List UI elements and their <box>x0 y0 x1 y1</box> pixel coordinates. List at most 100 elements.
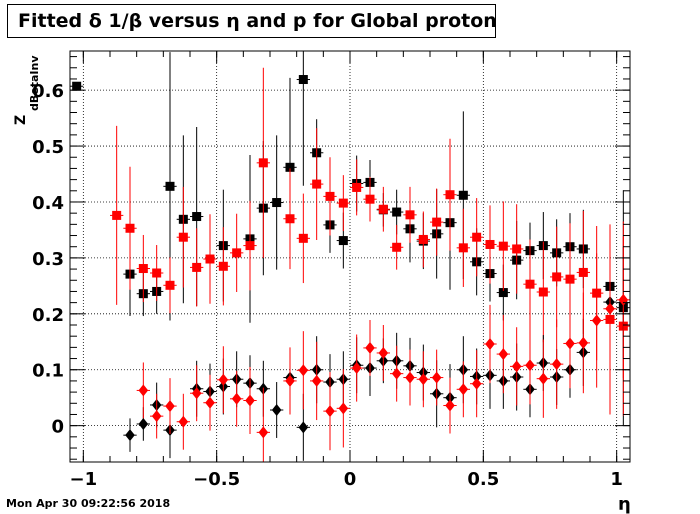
data-point-diamond <box>431 371 442 384</box>
data-point-diamond <box>458 383 469 396</box>
y-axis-subtitle: dBetaInv <box>28 55 41 111</box>
axes: −1 −0.5 0 0.5 1 0 0.1 0.2 0.3 0.4 0.5 0.6 <box>32 51 630 490</box>
data-point-square <box>112 210 122 220</box>
data-point-diamond <box>498 348 509 361</box>
y-tick-label: 0.6 <box>32 81 64 102</box>
data-point-diamond <box>245 394 255 407</box>
data-point-square <box>205 254 215 264</box>
data-point-diamond <box>551 358 562 371</box>
y-axis-title: Z <box>13 115 29 125</box>
x-tick-label: 0.5 <box>467 469 499 490</box>
data-point-square <box>538 287 548 297</box>
data-point-diamond <box>138 384 149 397</box>
data-point-square <box>392 207 402 217</box>
y-tick-label: 0.3 <box>32 249 64 270</box>
data-point-diamond <box>165 400 175 413</box>
data-point-square <box>498 241 508 251</box>
data-point-diamond <box>218 373 229 386</box>
plot-frame <box>69 50 631 463</box>
y-tick-label: 0.1 <box>32 361 64 382</box>
data-point-square <box>72 81 82 91</box>
data-point-diamond <box>405 371 415 384</box>
y-tick-label: 0.5 <box>32 137 64 158</box>
y-tick-label: 0 <box>51 417 64 438</box>
data-point-square <box>298 233 308 243</box>
data-point-square <box>485 239 495 249</box>
data-point-square <box>458 190 468 200</box>
data-point-diamond <box>538 372 549 385</box>
data-point-square <box>378 204 388 214</box>
data-point-square <box>552 272 562 282</box>
data-point-diamond <box>511 360 522 373</box>
grid-lines <box>70 51 630 462</box>
data-point-square <box>272 198 282 208</box>
data-point-square <box>338 198 348 208</box>
data-point-diamond <box>311 374 322 387</box>
data-point-diamond <box>378 346 389 359</box>
data-point-diamond <box>298 421 309 434</box>
data-point-square <box>245 241 255 251</box>
data-point-diamond <box>525 359 535 372</box>
data-point-diamond <box>365 341 375 354</box>
data-point-square <box>338 236 348 246</box>
data-point-square <box>178 232 188 242</box>
x-tick-label: −0.5 <box>193 469 240 490</box>
data-point-diamond <box>205 396 215 409</box>
data-point-diamond <box>325 405 335 418</box>
chart-title: Fitted δ 1/β versus η and p for Global p… <box>18 10 497 32</box>
data-point-square <box>232 248 242 258</box>
data-point-square <box>325 191 335 201</box>
data-point-diamond <box>271 403 282 416</box>
data-point-diamond <box>178 415 189 428</box>
data-point-diamond <box>391 367 402 380</box>
data-point-diamond <box>258 426 269 439</box>
data-point-diamond <box>591 314 602 327</box>
data-point-square <box>312 179 322 189</box>
data-point-square <box>218 261 228 271</box>
data-point-square <box>472 232 482 242</box>
data-point-square <box>432 217 442 227</box>
x-axis-title: η <box>618 494 631 514</box>
data-point-diamond <box>565 337 575 350</box>
y-tick-label: 0.4 <box>32 193 64 214</box>
data-point-square <box>392 242 402 252</box>
data-point-diamond <box>418 373 429 386</box>
data-point-square <box>152 268 162 278</box>
data-point-diamond <box>351 362 362 375</box>
data-point-diamond <box>605 302 615 315</box>
data-point-diamond <box>125 429 135 442</box>
data-point-square <box>512 244 522 254</box>
data-point-square <box>405 210 415 220</box>
data-point-square <box>498 288 508 298</box>
data-point-square <box>125 223 135 233</box>
data-point-square <box>165 181 175 191</box>
data-point-diamond <box>151 410 162 423</box>
data-marks <box>70 51 630 462</box>
data-point-diamond <box>485 338 495 351</box>
data-point-square <box>578 267 588 277</box>
data-point-diamond <box>471 377 482 390</box>
data-point-square <box>192 212 202 222</box>
x-tick-label: 1 <box>610 469 623 490</box>
data-point-square <box>298 75 308 85</box>
data-point-square <box>565 274 575 284</box>
data-point-diamond <box>138 417 149 430</box>
x-tick-label: −1 <box>70 469 98 490</box>
data-point-square <box>165 280 175 290</box>
data-point-square <box>525 279 535 289</box>
data-point-square <box>445 190 455 200</box>
y-tick-label: 0.2 <box>32 305 64 326</box>
data-point-square <box>138 264 148 274</box>
data-point-square <box>258 158 268 168</box>
data-point-diamond <box>191 387 202 400</box>
data-point-diamond <box>445 399 455 412</box>
timestamp: Mon Apr 30 09:22:56 2018 <box>6 497 171 510</box>
data-point-diamond <box>578 336 589 349</box>
data-point-square <box>285 214 295 224</box>
data-point-square <box>365 194 375 204</box>
data-point-square <box>192 262 202 272</box>
title-box: Fitted δ 1/β versus η and p for Global p… <box>7 4 497 38</box>
data-point-square <box>352 182 362 192</box>
data-point-diamond <box>231 392 242 405</box>
